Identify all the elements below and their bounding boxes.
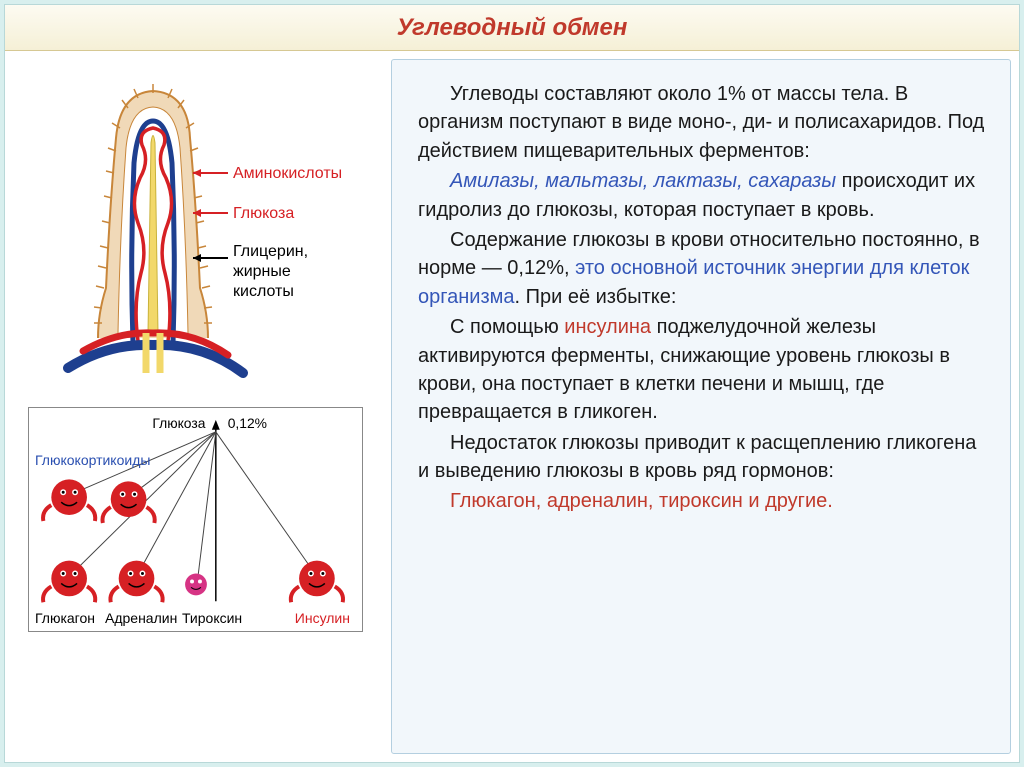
hormone-svg: Глюкоза 0,12% [29, 408, 362, 631]
enzymes-list: Амилазы, мальтазы, лактазы, сахаразы [450, 170, 836, 192]
para-1: Углеводы составляют около 1% от массы те… [418, 80, 988, 165]
label-glycerin-3: кислоты [233, 283, 294, 300]
left-column: Аминокислоты Глюкоза Глицерин, жирные ки… [13, 59, 383, 754]
hormone-chart: Глюкоза 0,12% [28, 407, 363, 632]
label-glucocorticoids: Глюкокортикоиды [35, 452, 150, 468]
para-2: Содержание глюкозы в крови относительно … [418, 226, 988, 311]
slide-page: Углеводный обмен [4, 4, 1020, 763]
para-3: С помощью инсулина поджелудочной железы … [418, 313, 988, 427]
insulin-word: инсулина [564, 316, 651, 338]
label-glycerin-1: Глицерин, [233, 243, 308, 260]
label-adrenaline: Адреналин [105, 610, 177, 626]
villus-diagram: Аминокислоты Глюкоза Глицерин, жирные ки… [13, 73, 383, 393]
para-4: Недостаток глюкозы приводит к расщеплени… [418, 429, 988, 486]
axis-label-glucose: Глюкоза [152, 415, 205, 431]
title-text: Углеводный обмен [397, 14, 628, 42]
page-title: Углеводный обмен [5, 5, 1019, 51]
text-panel: Углеводы составляют около 1% от массы те… [391, 59, 1011, 754]
label-glycerin-2: жирные [233, 263, 291, 280]
hormone-glyphs [43, 479, 343, 602]
hormones-list: Глюкагон, адреналин, тироксин и другие. [450, 490, 833, 512]
villus-svg: Аминокислоты Глюкоза Глицерин, жирные ки… [38, 73, 358, 383]
content-row: Аминокислоты Глюкоза Глицерин, жирные ки… [5, 51, 1019, 762]
label-insulin: Инсулин [295, 610, 350, 626]
label-glucose: Глюкоза [233, 205, 294, 222]
para-1b: Амилазы, мальтазы, лактазы, сахаразы про… [418, 167, 988, 224]
label-thyroxine: Тироксин [182, 610, 242, 626]
label-glucagon: Глюкагон [35, 610, 95, 626]
label-amino: Аминокислоты [233, 165, 342, 182]
para-4b: Глюкагон, адреналин, тироксин и другие. [418, 487, 988, 515]
axis-label-pct: 0,12% [228, 415, 267, 431]
